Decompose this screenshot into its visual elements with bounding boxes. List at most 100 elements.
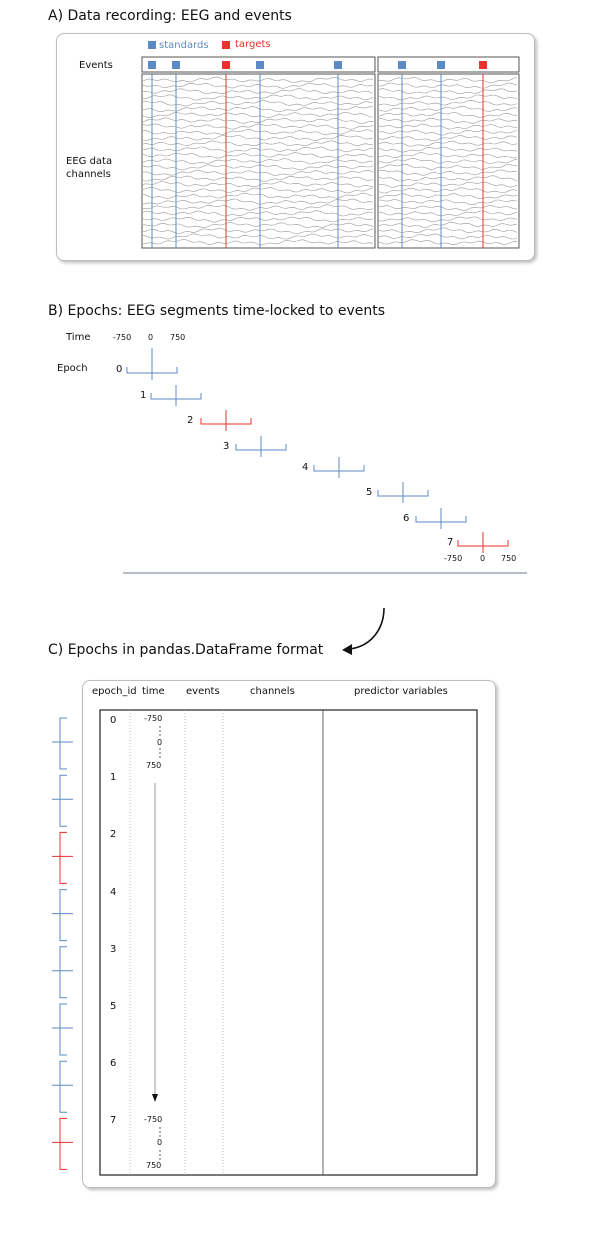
events-row-label: Events bbox=[79, 60, 113, 71]
col-time-header: time bbox=[142, 686, 165, 697]
epoch-label-2: 2 bbox=[187, 415, 194, 426]
event-marker-5 bbox=[398, 61, 406, 69]
time-value-first-end: 750 bbox=[146, 761, 162, 770]
eeg-trace-l27 bbox=[142, 233, 374, 240]
event-marker-2 bbox=[222, 61, 230, 69]
time-tick-zero: 0 bbox=[148, 333, 154, 342]
bottom-tick-zero: 0 bbox=[480, 554, 486, 563]
eeg-trace-l5 bbox=[143, 106, 374, 113]
event-marker-7 bbox=[479, 61, 487, 69]
row-epoch-id-4: 4 bbox=[110, 886, 117, 898]
epoch-row-label: Epoch bbox=[57, 363, 88, 374]
eeg-trace-l17 bbox=[142, 175, 374, 182]
row-bracket-1 bbox=[59, 774, 67, 827]
ellipsis-dot-0 bbox=[159, 726, 161, 728]
event-marker-3 bbox=[256, 61, 264, 69]
eeg-trace-l21 bbox=[142, 198, 374, 205]
eeg-trace-l16 bbox=[142, 169, 374, 176]
eeg-trace-l2 bbox=[142, 88, 374, 94]
eeg-trace-l19 bbox=[142, 186, 374, 194]
eeg-trace-l13 bbox=[142, 152, 373, 159]
row-epoch-id-7: 7 bbox=[110, 1115, 117, 1127]
time-value-last-start: -750 bbox=[144, 1115, 163, 1124]
col-predictors-header: predictor variables bbox=[354, 686, 448, 697]
eeg-trace-l3 bbox=[142, 94, 374, 101]
eeg-box-left bbox=[141, 73, 376, 249]
transform-arrow bbox=[349, 607, 385, 650]
row-epoch-id-1: 1 bbox=[110, 772, 117, 784]
ellipsis-dot-4 bbox=[159, 752, 161, 754]
time-arrow-head bbox=[152, 1094, 158, 1102]
ellipsis-dot-6 bbox=[159, 1127, 161, 1129]
eeg-channels-label-1: EEG data bbox=[66, 156, 113, 167]
row-bracket-2 bbox=[59, 831, 67, 884]
eeg-trace-l24 bbox=[142, 216, 374, 223]
ellipsis-dot-1 bbox=[159, 730, 161, 732]
eeg-recording-figure bbox=[141, 41, 520, 249]
eeg-trace-l9 bbox=[142, 128, 374, 136]
epoch-label-7: 7 bbox=[447, 537, 454, 548]
dataframe-table bbox=[99, 709, 478, 1176]
time-value-first-zero: 0 bbox=[157, 738, 163, 747]
time-tick-minus: -750 bbox=[113, 333, 132, 342]
eeg-trace-l14 bbox=[142, 158, 374, 165]
epoch-label-4: 4 bbox=[302, 462, 309, 473]
eeg-trace-l22 bbox=[142, 204, 374, 211]
ellipsis-dot-2 bbox=[159, 734, 161, 736]
section-c-title: C) Epochs in pandas.DataFrame format bbox=[48, 642, 324, 658]
row-epoch-id-5: 5 bbox=[110, 1001, 117, 1012]
event-marker-1 bbox=[172, 61, 180, 69]
row-bracket-6 bbox=[59, 1060, 67, 1113]
row-epoch-id-2: 2 bbox=[110, 829, 117, 841]
eeg-trace-l28 bbox=[142, 239, 374, 246]
epochs-figure bbox=[123, 348, 527, 655]
row-bracket-4 bbox=[59, 889, 67, 942]
ellipsis-dot-8 bbox=[159, 1135, 161, 1137]
row-bracket-7 bbox=[59, 1117, 67, 1170]
section-b-title: B) Epochs: EEG segments time-locked to e… bbox=[48, 303, 386, 319]
epoch-label-6: 6 bbox=[403, 513, 410, 524]
events-box-left bbox=[141, 56, 376, 73]
row-epoch-id-0: 0 bbox=[110, 715, 117, 726]
ellipsis-dot-7 bbox=[159, 1131, 161, 1133]
row-epoch-id-6: 6 bbox=[110, 1058, 117, 1070]
time-row-label: Time bbox=[66, 332, 91, 343]
eeg-trace-l18 bbox=[142, 181, 374, 188]
legend-targets-label: targets bbox=[235, 39, 271, 50]
ellipsis-dot-9 bbox=[159, 1150, 161, 1152]
eeg-trace-l10 bbox=[142, 135, 374, 141]
col-epoch-id-header: epoch_id bbox=[92, 686, 137, 697]
eeg-trace-l11 bbox=[142, 140, 374, 147]
epoch-label-0: 0 bbox=[116, 364, 123, 375]
row-bracket-3 bbox=[59, 946, 67, 999]
time-tick-plus: 750 bbox=[170, 333, 186, 342]
col-events-header: events bbox=[186, 686, 220, 697]
ellipsis-dot-10 bbox=[159, 1154, 161, 1156]
eeg-trace-l12 bbox=[142, 146, 374, 153]
eeg-channels-label-2: channels bbox=[66, 169, 111, 180]
eeg-trace-l1 bbox=[142, 82, 374, 89]
row-epoch-id-3: 3 bbox=[110, 943, 117, 955]
eeg-trace-l23 bbox=[142, 210, 374, 217]
events-box-right bbox=[377, 56, 520, 73]
legend-standard-swatch bbox=[148, 41, 156, 49]
time-value-first-start: -750 bbox=[144, 714, 163, 723]
event-marker-4 bbox=[334, 61, 342, 69]
transform-arrowhead bbox=[342, 644, 352, 655]
bottom-tick-plus: 750 bbox=[501, 554, 517, 563]
epoch-label-5: 5 bbox=[366, 487, 373, 498]
legend-target-swatch bbox=[222, 41, 230, 49]
row-bracket-0 bbox=[59, 717, 67, 770]
ellipsis-dot-11 bbox=[159, 1158, 161, 1160]
col-channels-header: channels bbox=[250, 686, 295, 697]
eeg-trace-l7 bbox=[142, 117, 374, 124]
time-value-last-end: 750 bbox=[146, 1161, 162, 1170]
row-bracket-5 bbox=[59, 1003, 67, 1056]
eeg-trace-l0 bbox=[142, 76, 374, 83]
epoch-label-3: 3 bbox=[223, 441, 230, 452]
epoch-label-1: 1 bbox=[140, 390, 147, 401]
time-value-last-zero: 0 bbox=[157, 1138, 163, 1147]
dataframe-panel bbox=[82, 680, 496, 1188]
event-marker-0 bbox=[148, 61, 156, 69]
